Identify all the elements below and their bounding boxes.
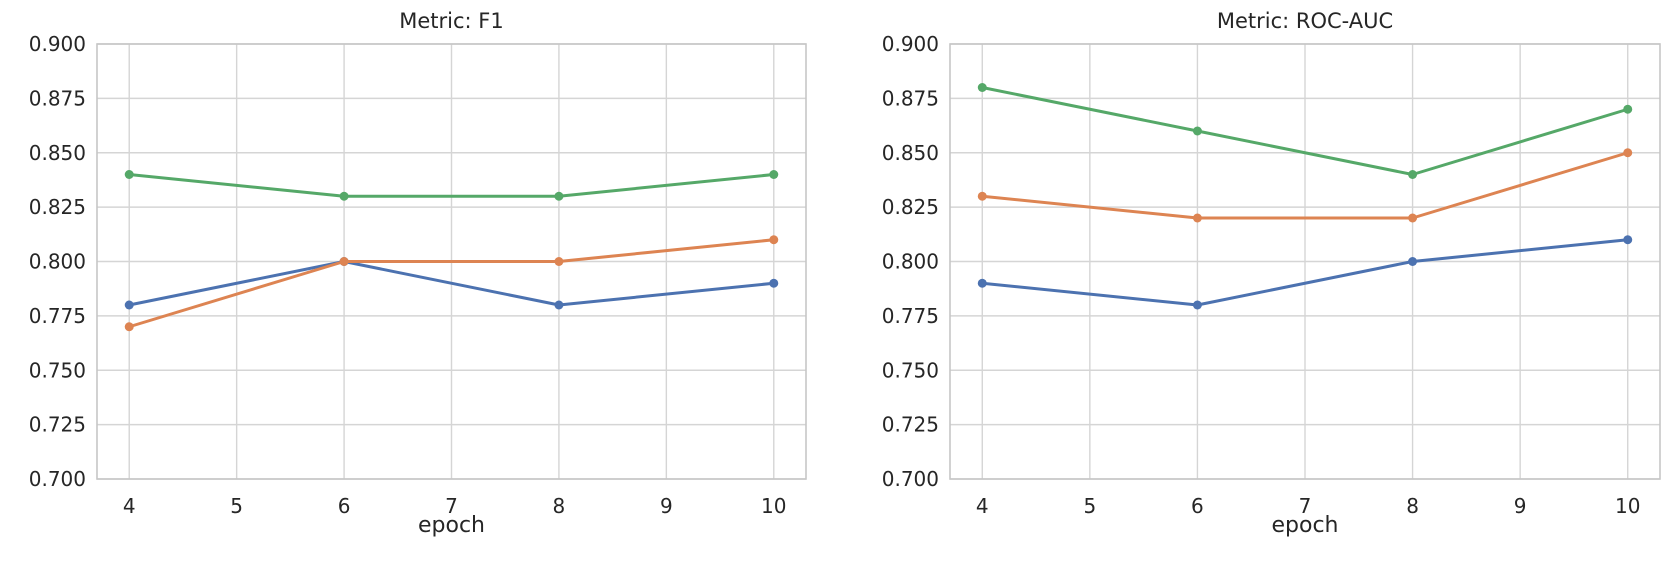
series-line bbox=[980, 238, 1630, 307]
series-blue bbox=[977, 235, 1633, 310]
chart-f1-panel: Metric: F1 4 5 6 7 8 9 10 0.700 0.725 0.750 0.775 0… bbox=[0, 0, 836, 565]
x-tick-label: 10 bbox=[1615, 494, 1640, 518]
y-tick-labels: 0.700 0.725 0.750 0.775 0.800 0.825 0.850 0.875… bbox=[29, 32, 86, 491]
y-tick-label: 0.750 bbox=[882, 358, 939, 382]
chart-roc-auc-panel: Metric: ROC-AUC 4 5 6 7 8 9 10 0.700 0.725 0.750 0… bbox=[836, 0, 1673, 565]
data-point bbox=[1408, 170, 1418, 179]
y-tick-label: 0.725 bbox=[29, 413, 86, 437]
y-tick-label: 0.825 bbox=[882, 195, 939, 219]
y-tick-label: 0.725 bbox=[882, 413, 939, 437]
data-point bbox=[339, 257, 349, 266]
x-tick-label: 8 bbox=[553, 494, 566, 518]
data-point bbox=[554, 257, 564, 266]
series-orange bbox=[977, 148, 1633, 223]
data-point bbox=[769, 278, 779, 288]
x-tick-label: 8 bbox=[1406, 494, 1419, 518]
series-line bbox=[127, 260, 776, 307]
data-point bbox=[554, 300, 564, 310]
x-tick-label: 5 bbox=[230, 494, 243, 518]
y-tick-label: 0.875 bbox=[882, 86, 939, 110]
series-line bbox=[980, 151, 1630, 220]
data-point bbox=[1623, 104, 1633, 114]
data-point bbox=[554, 191, 564, 201]
y-tick-label: 0.775 bbox=[29, 304, 86, 328]
x-tick-label: 10 bbox=[761, 494, 786, 518]
series-orange bbox=[124, 235, 779, 332]
data-point bbox=[1408, 257, 1418, 266]
data-point bbox=[124, 300, 134, 310]
data-point bbox=[1623, 235, 1633, 245]
chart-title-roc-auc: Metric: ROC-AUC bbox=[1216, 9, 1394, 33]
x-tick-labels: 4 5 6 7 8 9 10 bbox=[976, 494, 1641, 518]
y-tick-label: 0.750 bbox=[29, 358, 86, 382]
y-tick-label: 0.700 bbox=[29, 467, 86, 491]
y-tick-label: 0.900 bbox=[29, 32, 86, 56]
grid bbox=[950, 43, 1660, 480]
y-tick-label: 0.875 bbox=[29, 86, 86, 110]
data-point bbox=[1192, 126, 1202, 136]
y-tick-label: 0.900 bbox=[882, 32, 939, 56]
data-point bbox=[977, 191, 987, 201]
x-tick-label: 5 bbox=[1083, 494, 1096, 518]
x-axis-label-f1: epoch bbox=[418, 513, 485, 538]
y-tick-label: 0.850 bbox=[882, 141, 939, 165]
x-tick-label: 7 bbox=[1299, 494, 1312, 518]
y-tick-label: 0.700 bbox=[882, 467, 939, 491]
series-green bbox=[977, 83, 1633, 179]
series-line bbox=[980, 86, 1630, 176]
data-point bbox=[1408, 213, 1418, 223]
data-point bbox=[1192, 300, 1202, 310]
series-line bbox=[127, 238, 776, 329]
x-tick-labels: 4 5 6 7 8 9 10 bbox=[123, 494, 787, 518]
x-tick-label: 7 bbox=[445, 494, 458, 518]
data-point bbox=[124, 170, 134, 179]
chart-f1-plot: 4 5 6 7 8 9 100.7000.7250.7500.7750.8000.8250.… bbox=[29, 32, 807, 518]
y-tick-label: 0.850 bbox=[29, 141, 86, 165]
x-tick-label: 9 bbox=[1514, 494, 1527, 518]
series-green bbox=[124, 170, 779, 201]
y-tick-labels: 0.700 0.725 0.750 0.775 0.800 0.825 0.850 0.875… bbox=[882, 32, 939, 491]
y-tick-label: 0.775 bbox=[882, 304, 939, 328]
x-axis-label-roc-auc: epoch bbox=[1271, 513, 1339, 538]
data-point bbox=[977, 278, 987, 288]
data-point bbox=[339, 191, 349, 201]
x-tick-label: 6 bbox=[338, 494, 351, 518]
chart-title-f1: Metric: F1 bbox=[399, 9, 504, 33]
x-tick-label: 9 bbox=[660, 494, 673, 518]
y-tick-label: 0.800 bbox=[29, 250, 86, 274]
data-point bbox=[1192, 213, 1202, 223]
plot-border bbox=[949, 43, 1661, 480]
x-tick-label: 4 bbox=[976, 494, 989, 518]
data-point bbox=[1623, 148, 1633, 158]
data-point bbox=[769, 170, 779, 179]
x-tick-label: 6 bbox=[1191, 494, 1204, 518]
data-point bbox=[124, 322, 134, 332]
y-tick-label: 0.825 bbox=[29, 195, 86, 219]
plot-border bbox=[96, 43, 807, 480]
data-point bbox=[977, 83, 987, 92]
y-tick-label: 0.800 bbox=[882, 250, 939, 274]
series-line bbox=[127, 173, 776, 198]
chart-roc-auc-plot: 4 5 6 7 8 9 100.7000.7250.7500.7750.8000.8250.… bbox=[882, 32, 1661, 518]
x-tick-label: 4 bbox=[123, 494, 136, 518]
data-point bbox=[769, 235, 779, 245]
